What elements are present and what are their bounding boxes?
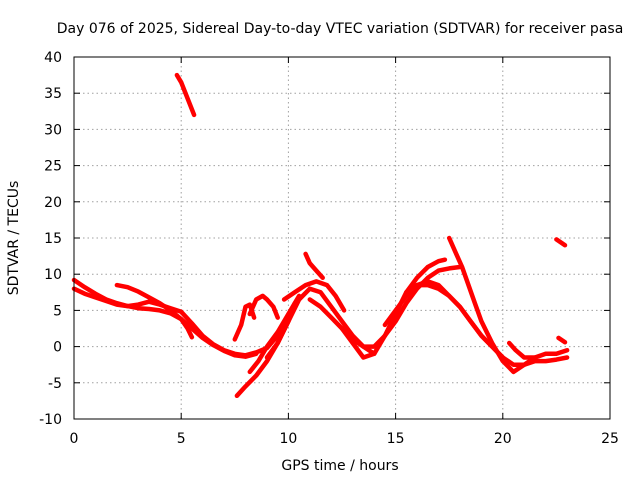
y-tick-label: 25 (44, 159, 62, 175)
series-arc-11 (281, 279, 347, 313)
y-tick-label: -5 (48, 376, 62, 392)
y-axis-title: SDTVAR / TECUs (6, 181, 22, 296)
x-axis-title: GPS time / hours (281, 458, 398, 474)
x-tick-label: 25 (601, 431, 619, 447)
series-arc-18 (554, 237, 568, 248)
series-arc-10 (303, 251, 325, 281)
x-tick-label: 10 (279, 431, 297, 447)
x-tick-label: 20 (494, 431, 512, 447)
y-tick-label: 0 (53, 340, 62, 356)
x-tick-label: 0 (70, 431, 79, 447)
chart-title: Day 076 of 2025, Sidereal Day-to-day VTE… (57, 21, 624, 37)
series-arc-19 (556, 335, 568, 345)
series-arc-6 (247, 293, 280, 320)
y-tick-label: 35 (44, 86, 62, 102)
axis-ticks (73, 56, 611, 420)
data-traces (71, 72, 570, 399)
series-arc-15 (446, 235, 538, 375)
x-tick-label: 5 (177, 431, 186, 447)
x-tick-label: 15 (387, 431, 405, 447)
y-tick-label: 40 (44, 50, 62, 66)
series-arc-16 (404, 257, 448, 295)
tick-labels: 0 5 10 15 20 25 -10 -5 0 5 10 15 20 25 30 35 40 (39, 50, 619, 447)
y-tick-label: 5 (53, 303, 62, 319)
grid (74, 57, 610, 419)
series-arc-14 (382, 279, 570, 367)
y-tick-label: 20 (44, 195, 62, 211)
y-tick-label: 15 (44, 231, 62, 247)
series-arc-17 (506, 340, 570, 360)
series-arc-3 (114, 282, 259, 359)
series-arc-8 (247, 293, 302, 375)
y-tick-label: -10 (39, 412, 62, 428)
y-tick-label: 30 (44, 122, 62, 138)
y-tick-label: 10 (44, 267, 62, 283)
series-arc-4 (174, 72, 197, 118)
